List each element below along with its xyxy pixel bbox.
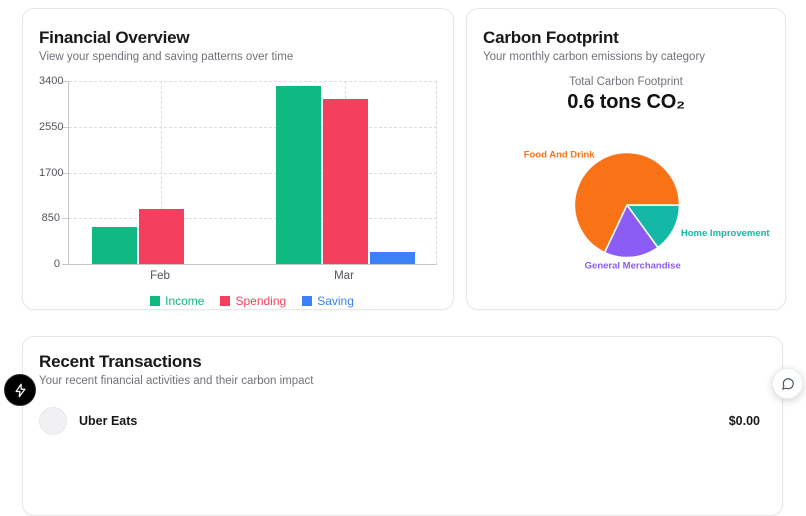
chat-bubble-icon	[781, 377, 795, 391]
legend-label: Saving	[317, 294, 354, 308]
legend-item-income: Income	[150, 294, 204, 308]
carbon-total-label: Total Carbon Footprint	[569, 76, 683, 88]
pie-slice-general-merchandise[interactable]	[603, 204, 659, 259]
recent-transactions-card: Recent Transactions Your recent financia…	[22, 336, 783, 516]
financial-overview-subtitle: View your spending and saving patterns o…	[39, 51, 294, 63]
legend-item-saving: Saving	[302, 294, 354, 308]
y-axis-tick-label: 1700	[39, 166, 64, 179]
y-axis-tick-label: 0	[53, 258, 60, 270]
y-axis-tick	[62, 172, 69, 174]
carbon-footprint-subtitle: Your monthly carbon emissions by categor…	[483, 51, 706, 63]
transaction-row[interactable]: Uber Eats $0.00	[39, 407, 766, 435]
chat-launcher-button[interactable]	[772, 368, 803, 399]
carbon-footprint-card: Carbon Footprint Your monthly carbon emi…	[466, 8, 786, 310]
y-axis-tick-label: 850	[41, 212, 60, 225]
legend-label: Income	[165, 294, 205, 308]
gridline-horizontal	[69, 126, 437, 128]
gridline-horizontal	[69, 218, 437, 220]
lightning-icon	[13, 383, 28, 398]
bar-income-mar[interactable]	[275, 86, 321, 264]
transaction-avatar	[39, 407, 67, 435]
gridline-vertical	[436, 81, 437, 264]
bar-spending-feb[interactable]	[138, 209, 184, 264]
pie-label-food-and-drink: Food And Drink	[524, 149, 596, 160]
chart-legend: Income Spending Saving	[68, 294, 436, 308]
legend-label: Spending	[235, 294, 287, 308]
pie-label-home-improvement: Home Improvement	[681, 228, 771, 239]
pie-label-general-merchandise: General Merchandise	[585, 261, 681, 272]
bar-saving-mar[interactable]	[369, 251, 415, 264]
y-axis-tick	[62, 264, 69, 265]
y-axis-tick	[62, 218, 69, 220]
financial-bar-chart: 0 850 1700 2550 3400 Feb Mar Income Spending Savi…	[39, 75, 437, 313]
dev-tools-button[interactable]	[4, 374, 36, 406]
bar-spending-mar[interactable]	[322, 99, 368, 264]
bar-chart-plot-area	[62, 81, 437, 265]
legend-item-spending: Spending	[220, 294, 286, 308]
transaction-amount: $0.00	[728, 414, 760, 428]
financial-overview-card: Financial Overview View your spending an…	[22, 8, 454, 310]
pie-slice-home-improvement[interactable]	[626, 204, 681, 249]
legend-swatch	[150, 296, 161, 306]
dashboard-page: { "financial_overview": { "title": "Fina…	[4, 8, 803, 516]
pie-slice-food-and-drink[interactable]	[573, 151, 681, 254]
y-axis-tick-label: 3400	[39, 75, 64, 87]
y-axis-tick	[62, 81, 69, 82]
recent-transactions-subtitle: Your recent financial activities and the…	[39, 375, 314, 387]
carbon-total-value: 0.6 tons CO₂	[567, 91, 685, 113]
carbon-pie-svg: Home Improvement General Merchandise Food …	[524, 149, 771, 272]
bar-income-feb[interactable]	[91, 227, 137, 264]
gridline-horizontal	[69, 172, 437, 174]
x-axis-tick-label: Feb	[150, 270, 170, 282]
gridline-vertical	[161, 81, 162, 264]
financial-overview-title: Financial Overview	[39, 28, 190, 47]
carbon-footprint-title: Carbon Footprint	[483, 28, 619, 47]
recent-transactions-title: Recent Transactions	[39, 352, 202, 371]
legend-swatch	[302, 296, 313, 306]
gridline-horizontal	[69, 81, 437, 82]
y-axis-tick-label: 2550	[39, 120, 64, 133]
carbon-pie-chart: Home Improvement General Merchandise Food …	[483, 117, 771, 282]
x-axis-tick-label: Mar	[334, 270, 354, 282]
transaction-name: Uber Eats	[79, 414, 138, 428]
legend-swatch	[220, 296, 231, 306]
y-axis-tick	[62, 126, 69, 128]
